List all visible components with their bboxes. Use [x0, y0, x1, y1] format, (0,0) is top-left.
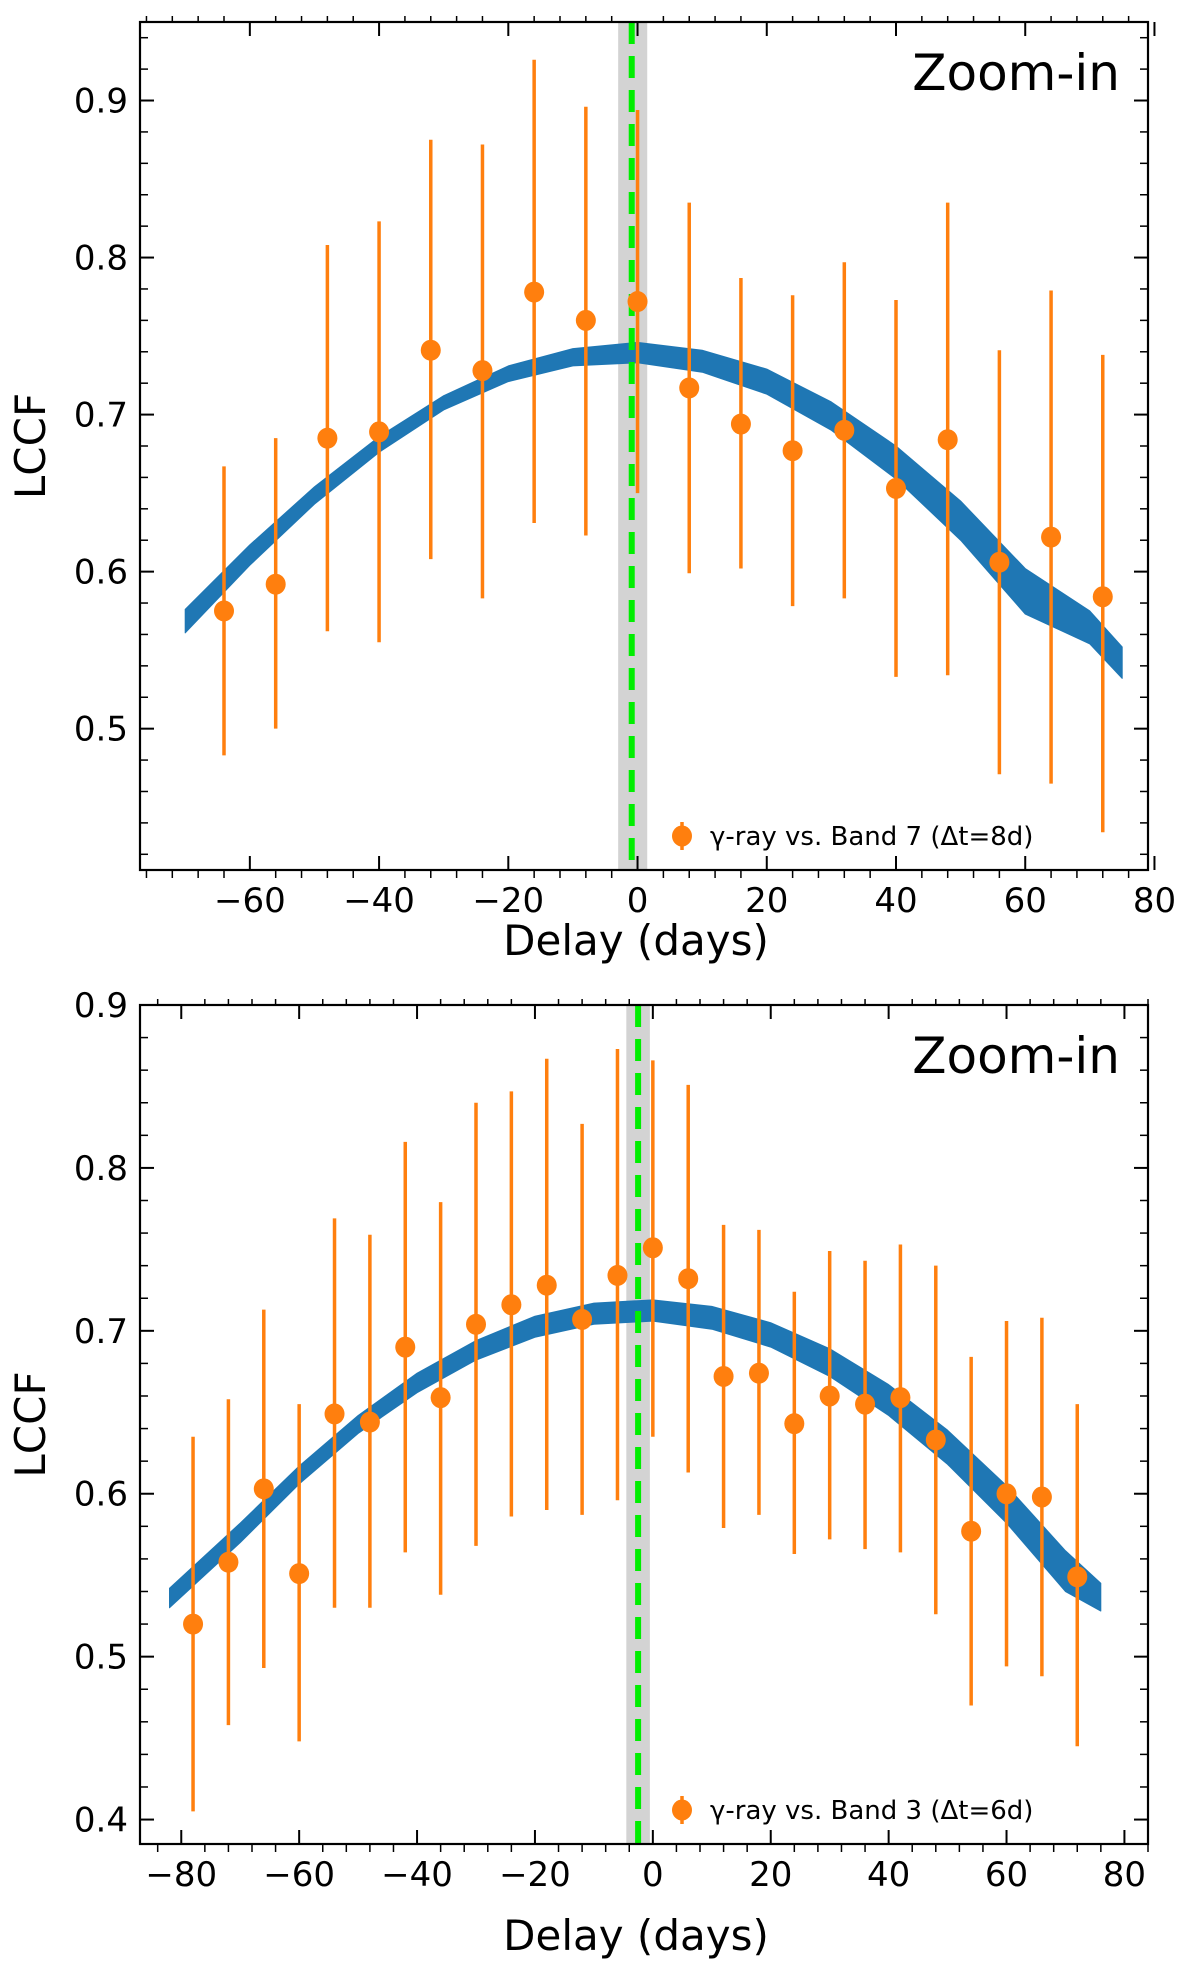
x-tick-label: 80: [1133, 881, 1176, 921]
data-point: [359, 1411, 380, 1433]
x-tick-label: 60: [1004, 881, 1047, 921]
data-point: [536, 1274, 557, 1296]
data-point: [925, 1429, 946, 1451]
legend: γ-ray vs. Band 7 (Δt=8d): [672, 822, 1033, 852]
fit-band-area: [169, 1299, 1102, 1612]
x-tick-label: 20: [749, 1855, 792, 1895]
y-axis-label: LCCF: [6, 1371, 55, 1477]
data-point: [782, 440, 803, 462]
axis-ticks: [140, 16, 1156, 878]
x-tick-label: 80: [1103, 1855, 1146, 1895]
data-point: [890, 1387, 911, 1409]
data-point: [834, 419, 855, 441]
data-point: [1041, 526, 1062, 548]
data-point: [1067, 1566, 1088, 1588]
data-point: [961, 1520, 982, 1542]
data-points: [214, 281, 1113, 622]
zoom-in-annotation: Zoom-in: [912, 44, 1120, 102]
data-point: [819, 1385, 840, 1407]
data-point: [1031, 1486, 1052, 1508]
x-tick-label: −60: [263, 1855, 335, 1895]
data-point: [937, 429, 958, 451]
data-point: [627, 291, 648, 313]
x-tick-label: 40: [874, 881, 917, 921]
x-axis-label: Delay (days): [503, 916, 769, 965]
data-point: [501, 1294, 522, 1316]
data-point: [996, 1483, 1017, 1505]
x-tick-label: −40: [381, 1855, 453, 1895]
data-point: [678, 1268, 699, 1290]
y-axis-label: LCCF: [6, 393, 55, 499]
data-point: [607, 1264, 628, 1286]
legend-label: γ-ray vs. Band 7 (Δt=8d): [710, 822, 1033, 852]
data-point: [317, 427, 338, 449]
legend-marker: [672, 825, 692, 847]
x-tick-label: 0: [627, 881, 649, 921]
x-tick-label: −40: [343, 881, 415, 921]
y-tick-label: 0.6: [74, 553, 128, 593]
data-point: [253, 1478, 274, 1500]
data-point: [713, 1365, 734, 1387]
legend-label: γ-ray vs. Band 3 (Δt=6d): [710, 1796, 1033, 1826]
x-tick-label: −20: [499, 1855, 571, 1895]
data-point: [730, 413, 751, 435]
data-point: [218, 1551, 239, 1573]
data-point: [430, 1387, 451, 1409]
data-point: [289, 1563, 310, 1585]
chart-panel-top: −60 −40 −20 0 20 40 60 80 0.5 0.6 0.7 0.8 0.9 Zoom-i…: [6, 16, 1176, 965]
x-tick-label: 0: [642, 1855, 664, 1895]
axis-ticks: [140, 999, 1149, 1852]
y-tick-label: 0.7: [74, 1312, 128, 1352]
y-tick-label: 0.4: [74, 1801, 128, 1841]
data-point: [886, 477, 906, 499]
y-tick-label: 0.7: [74, 396, 128, 436]
data-point: [575, 309, 596, 331]
y-tick-label: 0.9: [74, 82, 128, 122]
y-tick-label: 0.9: [74, 986, 128, 1026]
x-tick-label: −20: [472, 881, 544, 921]
zoom-in-annotation: Zoom-in: [912, 1027, 1120, 1085]
data-point: [183, 1613, 204, 1635]
data-point: [214, 600, 234, 622]
fit-band-area: [184, 341, 1123, 679]
error-bars: [222, 59, 1105, 833]
data-point: [748, 1362, 769, 1384]
fit-band: [184, 341, 1123, 679]
data-point: [369, 421, 390, 443]
data-point: [472, 360, 493, 382]
legend: γ-ray vs. Band 3 (Δt=6d): [672, 1796, 1033, 1826]
data-point: [395, 1336, 416, 1358]
data-point: [324, 1403, 345, 1425]
x-tick-label: 20: [745, 881, 788, 921]
data-points: [183, 1237, 1088, 1635]
x-axis-label: Delay (days): [503, 1911, 769, 1960]
x-tick-label: 40: [867, 1855, 910, 1895]
plot-frame: [138, 1003, 1150, 1846]
x-tick-label: −80: [145, 1855, 217, 1895]
data-point: [679, 377, 700, 399]
data-point: [572, 1308, 593, 1330]
legend-marker: [672, 1799, 692, 1821]
x-tick-label: −60: [214, 881, 286, 921]
data-point: [784, 1413, 805, 1435]
chart-panel-bottom: −80 −60 −40 −20 0 20 40 60 800.40.50.60.70.80.9 …: [6, 986, 1150, 1960]
data-point: [420, 339, 441, 361]
tick-labels: −60 −40 −20 0 20 40 60 80 0.5 0.6 0.7 0.8 0.9: [74, 82, 1176, 921]
x-tick-label: 60: [985, 1855, 1028, 1895]
data-point: [989, 551, 1010, 573]
y-tick-label: 0.6: [74, 1475, 128, 1515]
data-point: [1092, 586, 1113, 608]
tick-labels: −80 −60 −40 −20 0 20 40 60 80 0.4 0.5 0.6 0.7 0.8 0.9: [74, 986, 1146, 1895]
y-tick-label: 0.5: [74, 1638, 128, 1678]
y-tick-label: 0.8: [74, 239, 128, 279]
fit-band: [169, 1299, 1102, 1612]
data-point: [524, 281, 545, 303]
y-tick-label: 0.5: [74, 710, 128, 750]
data-point: [855, 1393, 876, 1415]
data-point: [265, 573, 286, 595]
data-point: [466, 1313, 486, 1335]
y-tick-label: 0.8: [74, 1149, 128, 1189]
data-point: [642, 1237, 663, 1259]
